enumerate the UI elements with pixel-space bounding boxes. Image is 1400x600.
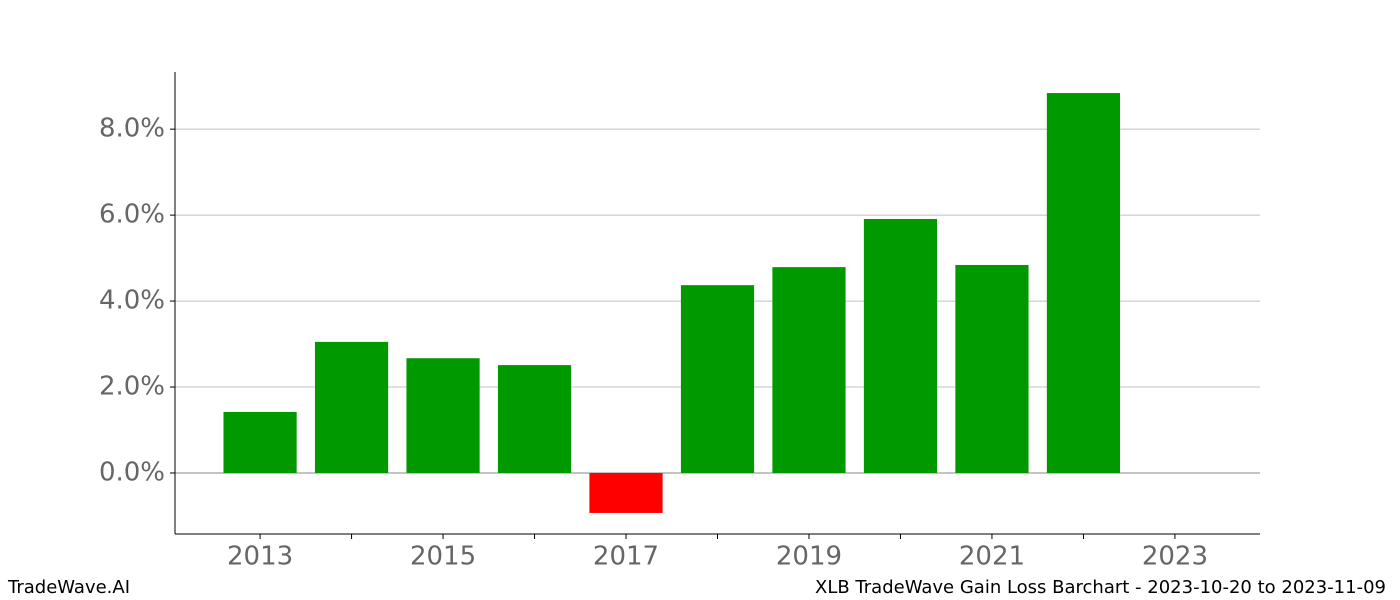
bar [406,358,480,473]
bar [314,341,389,473]
x-tick-label: 2021 [959,542,1025,572]
bar [223,411,297,473]
y-tick-label: 8.0% [99,114,165,144]
x-tick-label: 2013 [227,542,293,572]
x-tick-label: 2023 [1142,542,1208,572]
y-tick-label: 4.0% [99,286,165,316]
bar [772,267,846,473]
y-tick-label: 0.0% [99,457,165,487]
bar [863,218,938,473]
x-tick-label: 2019 [776,542,842,572]
bar [955,264,1029,473]
y-tick-label: 2.0% [99,372,165,402]
brand: TradeWave.AI [7,577,130,598]
x-tick-label: 2015 [410,542,476,572]
bar [589,472,663,513]
bar [1046,93,1121,473]
bar [680,285,755,473]
y-tick-label: 6.0% [99,200,165,230]
x-tick-label: 2017 [593,542,659,572]
chart-title: XLB TradeWave Gain Loss Barchart - 2023-… [815,577,1386,598]
bar [497,365,572,473]
